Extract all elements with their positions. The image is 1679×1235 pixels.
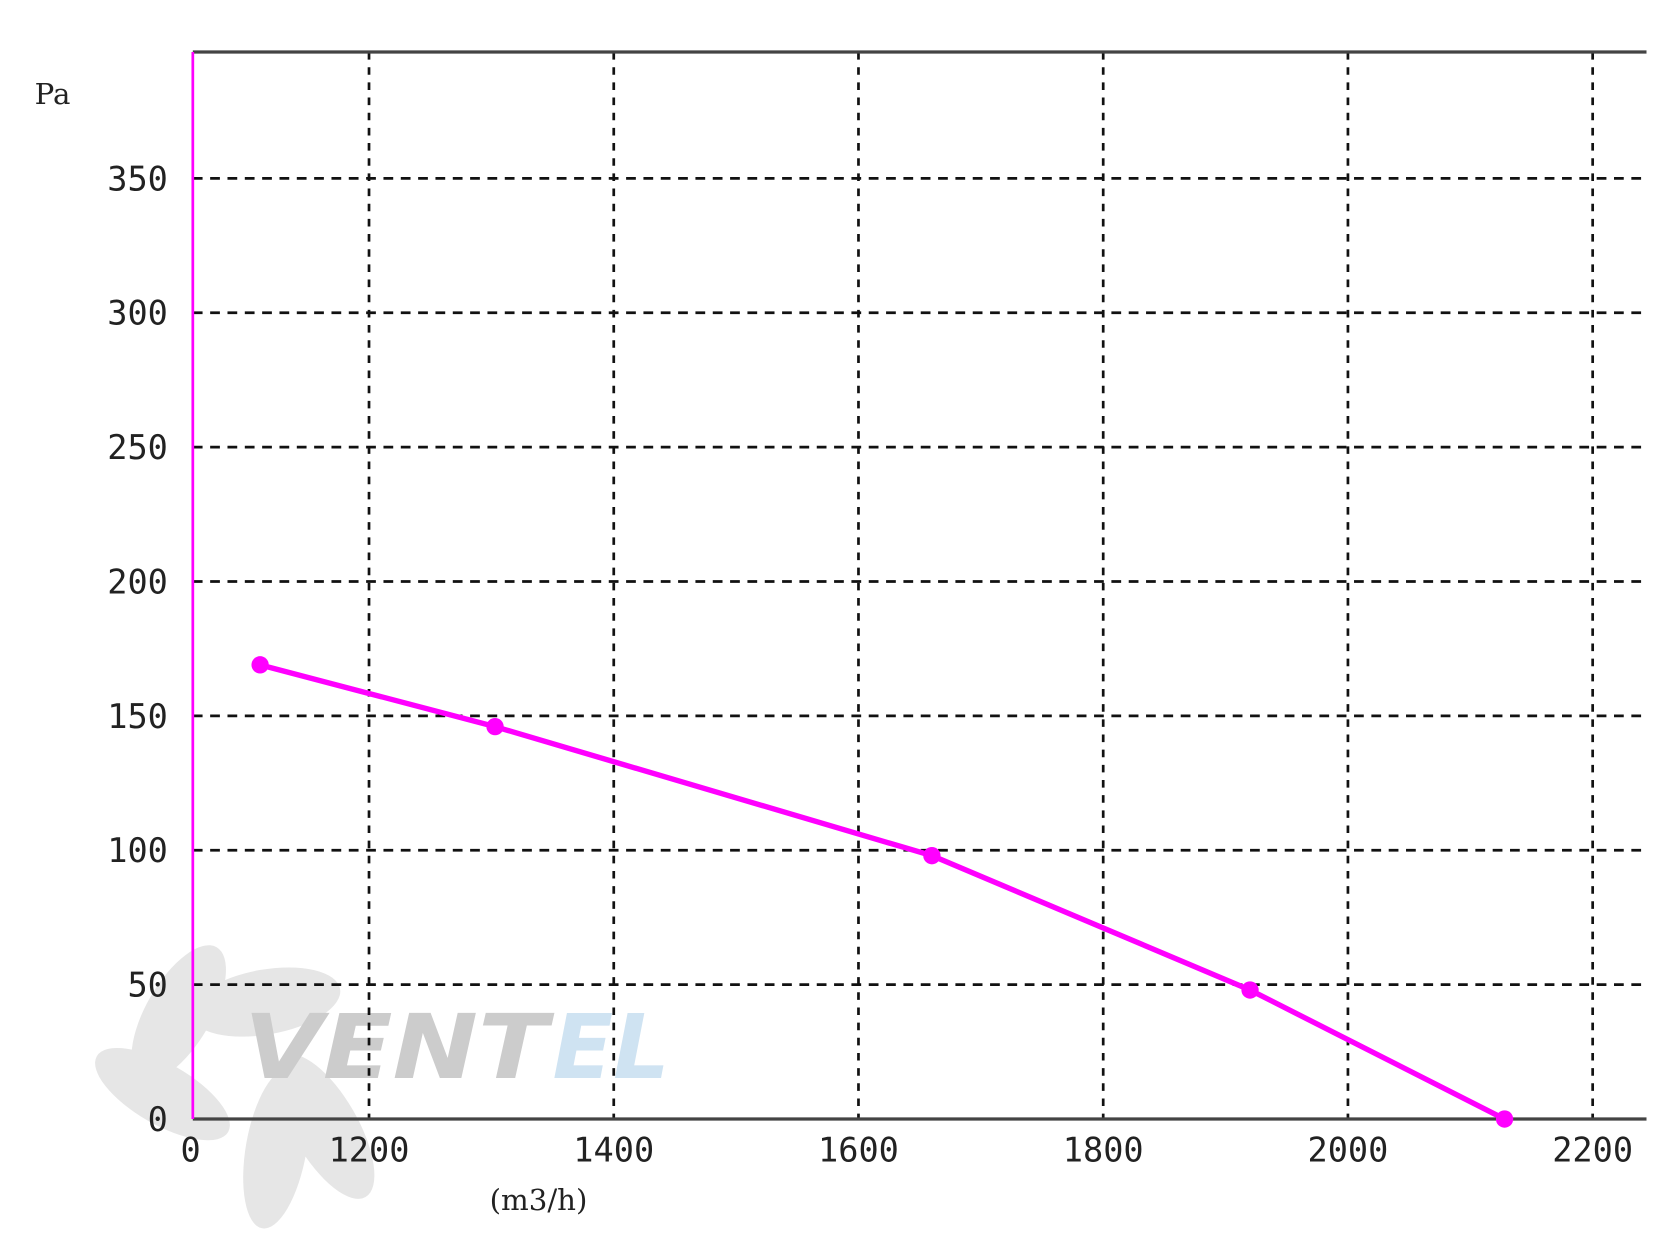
y-tick-label: 150 bbox=[107, 697, 168, 736]
y-tick-label: 50 bbox=[127, 966, 167, 1005]
ventel-watermark-logo: VENT EL bbox=[95, 945, 670, 1229]
x-tick-label: 1200 bbox=[329, 1130, 410, 1169]
watermark-text-el: EL bbox=[552, 996, 669, 1099]
y-tick-label: 250 bbox=[107, 428, 168, 467]
fan-logo-icon bbox=[95, 945, 375, 1229]
data-point bbox=[1241, 981, 1259, 999]
data-point bbox=[1495, 1110, 1514, 1128]
y-tick-label: 0 bbox=[148, 1100, 168, 1139]
data-point bbox=[251, 656, 269, 674]
x-origin-label: 0 bbox=[181, 1130, 201, 1169]
y-tick-label: 200 bbox=[107, 562, 168, 601]
x-tick-label: 2200 bbox=[1552, 1130, 1633, 1169]
x-tick-label: 1600 bbox=[818, 1130, 899, 1169]
data-point bbox=[486, 717, 504, 736]
x-tick-label: 1400 bbox=[573, 1130, 654, 1169]
y-tick-label: 300 bbox=[107, 294, 168, 333]
data-point bbox=[923, 846, 941, 865]
x-axis-label: (m3/h) bbox=[490, 1183, 588, 1217]
x-tick-label: 2000 bbox=[1307, 1130, 1388, 1169]
y-axis-label: Pa bbox=[35, 77, 71, 111]
watermark-text-vent: VENT bbox=[244, 995, 555, 1099]
y-tick-label: 350 bbox=[107, 159, 168, 198]
x-tick-label: 1800 bbox=[1063, 1130, 1144, 1169]
y-tick-label: 100 bbox=[107, 831, 168, 870]
